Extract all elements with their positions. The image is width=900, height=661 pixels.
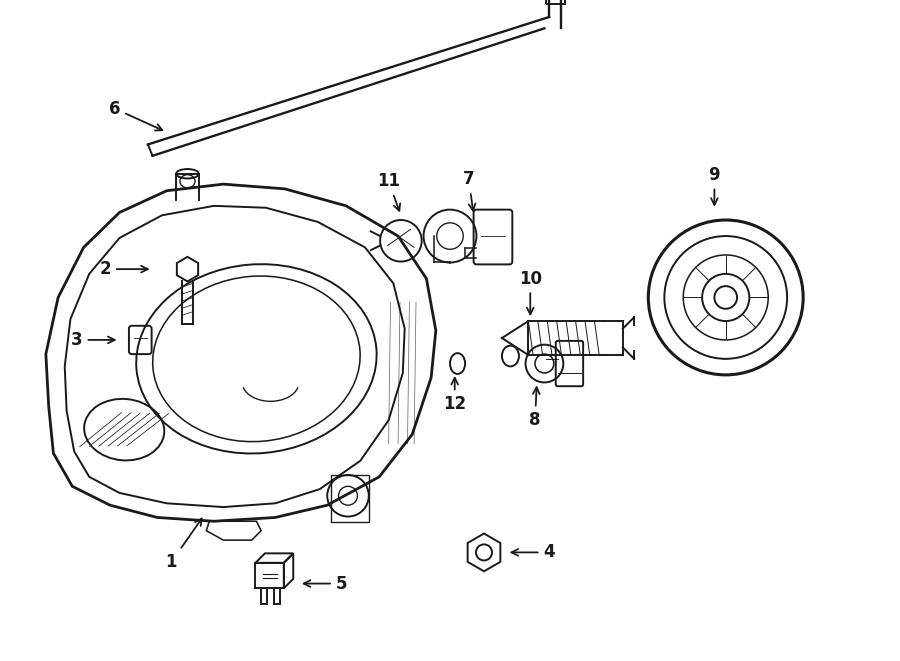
Text: 2: 2 — [100, 260, 148, 278]
Text: 8: 8 — [529, 387, 541, 429]
Text: 7: 7 — [464, 171, 475, 211]
Text: 12: 12 — [443, 378, 466, 413]
Text: 9: 9 — [708, 166, 720, 205]
Text: 10: 10 — [518, 270, 542, 315]
Text: 6: 6 — [109, 100, 162, 130]
Text: 5: 5 — [303, 574, 347, 592]
Text: 11: 11 — [377, 173, 400, 211]
Text: 3: 3 — [71, 331, 114, 349]
Text: 1: 1 — [166, 519, 202, 571]
Text: 4: 4 — [511, 543, 555, 561]
